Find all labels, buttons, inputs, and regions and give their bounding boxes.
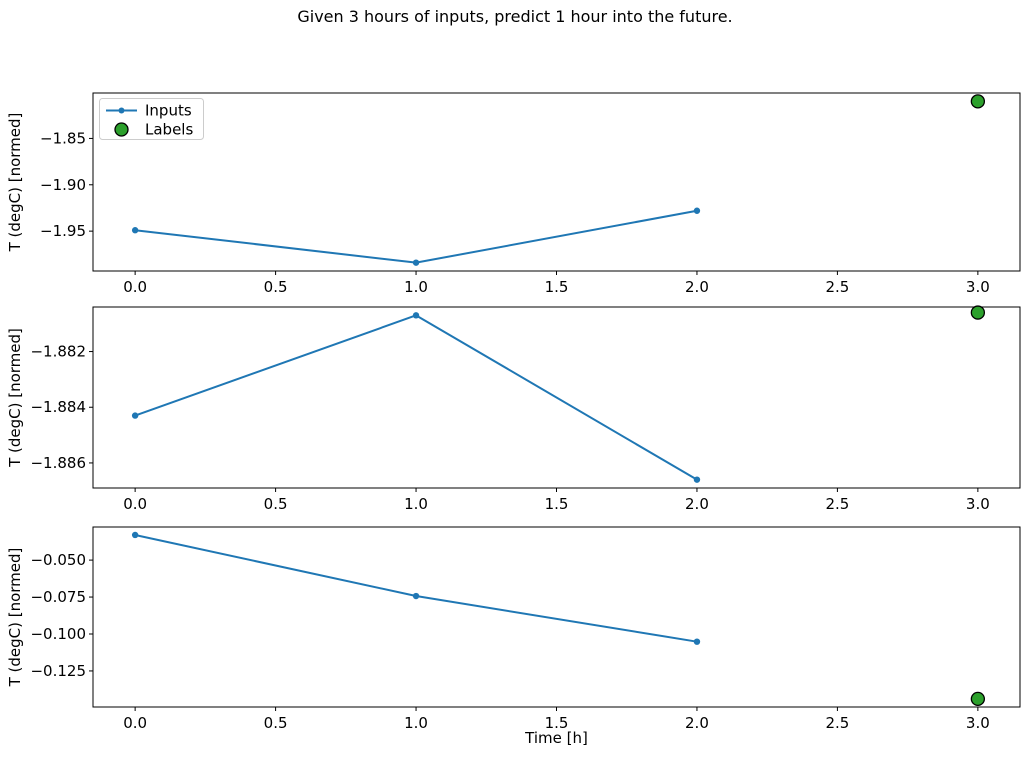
inputs-line <box>135 209 698 264</box>
x-tick-label: 0.5 <box>264 714 288 732</box>
x-tick-label: 0.5 <box>264 495 288 513</box>
input-point <box>412 592 420 600</box>
input-point <box>693 638 701 645</box>
x-tick-label: 1.0 <box>404 714 428 732</box>
x-tick-label: 2.0 <box>685 495 709 513</box>
x-tick-label: 1.5 <box>545 495 569 513</box>
x-tick-label: 0.0 <box>123 278 147 296</box>
input-point <box>412 312 420 319</box>
y-tick-label: −1.886 <box>30 454 86 472</box>
x-tick-label: 1.0 <box>404 495 428 513</box>
y-tick-label: −0.125 <box>30 662 86 680</box>
input-point <box>412 259 420 266</box>
subplot-1: −1.95 −1.90 −1.85 0.0 0.5 1.0 1.5 2.0 2.5 3.0 T (d… <box>6 92 1021 296</box>
x-tick-label: 3.0 <box>966 278 990 296</box>
figure-title: Given 3 hours of inputs, predict 1 hour … <box>297 7 733 26</box>
inputs-line <box>134 314 698 481</box>
y-tick-label: −0.100 <box>30 625 86 643</box>
x-tick-label: 1.5 <box>545 278 569 296</box>
x-tick-label: 1.0 <box>404 278 428 296</box>
x-tick-label: 2.5 <box>825 278 849 296</box>
subplot-3: −0.125 −0.100 −0.075 −0.050 0.0 0.5 1.0 1.5 2.0 2… <box>6 526 1021 732</box>
x-tick-label: 2.0 <box>685 278 709 296</box>
inputs-line <box>134 534 698 643</box>
label-point <box>970 691 986 707</box>
x-tick-label: 1.5 <box>545 714 569 732</box>
x-tick-label: 2.5 <box>825 495 849 513</box>
y-axis-label: T (degC) [normed] <box>6 113 24 253</box>
legend-inputs-marker <box>118 107 125 114</box>
subplot-2: −1.886 −1.884 −1.882 0.0 0.5 1.0 1.5 2.0 2.5 3.0 T… <box>6 305 1021 513</box>
axes-border <box>92 306 1021 489</box>
y-tick-label: −0.050 <box>30 551 86 569</box>
y-axis-label: T (degC) [normed] <box>6 328 24 468</box>
y-tick-label: −1.884 <box>30 398 86 416</box>
input-point <box>131 531 139 539</box>
input-point <box>131 227 139 234</box>
y-tick-label: −1.882 <box>30 343 86 361</box>
axes-border <box>92 526 1021 708</box>
input-point <box>131 412 139 419</box>
x-axis-title: Time [h] <box>525 729 588 747</box>
y-tick-label: −0.075 <box>30 588 86 606</box>
x-tick-label: 3.0 <box>966 495 990 513</box>
x-tick-label: 2.5 <box>825 714 849 732</box>
y-tick-label: −1.85 <box>40 129 86 147</box>
input-point <box>693 476 701 483</box>
x-tick-label: 2.0 <box>685 714 709 732</box>
legend-labels-label: Labels <box>145 121 193 139</box>
legend-inputs-label: Inputs <box>145 102 192 120</box>
x-tick-label: 0.0 <box>123 714 147 732</box>
label-point <box>970 305 986 320</box>
x-tick-label: 0.5 <box>264 278 288 296</box>
y-tick-label: −1.90 <box>40 176 86 194</box>
x-tick-label: 0.0 <box>123 495 147 513</box>
legend-labels-marker <box>114 122 129 137</box>
input-point <box>693 207 701 214</box>
label-point <box>970 94 986 109</box>
axes-border <box>92 92 1021 272</box>
y-tick-label: −1.95 <box>40 222 86 240</box>
x-tick-label: 3.0 <box>966 714 990 732</box>
y-axis-label: T (degC) [normed] <box>6 548 24 688</box>
